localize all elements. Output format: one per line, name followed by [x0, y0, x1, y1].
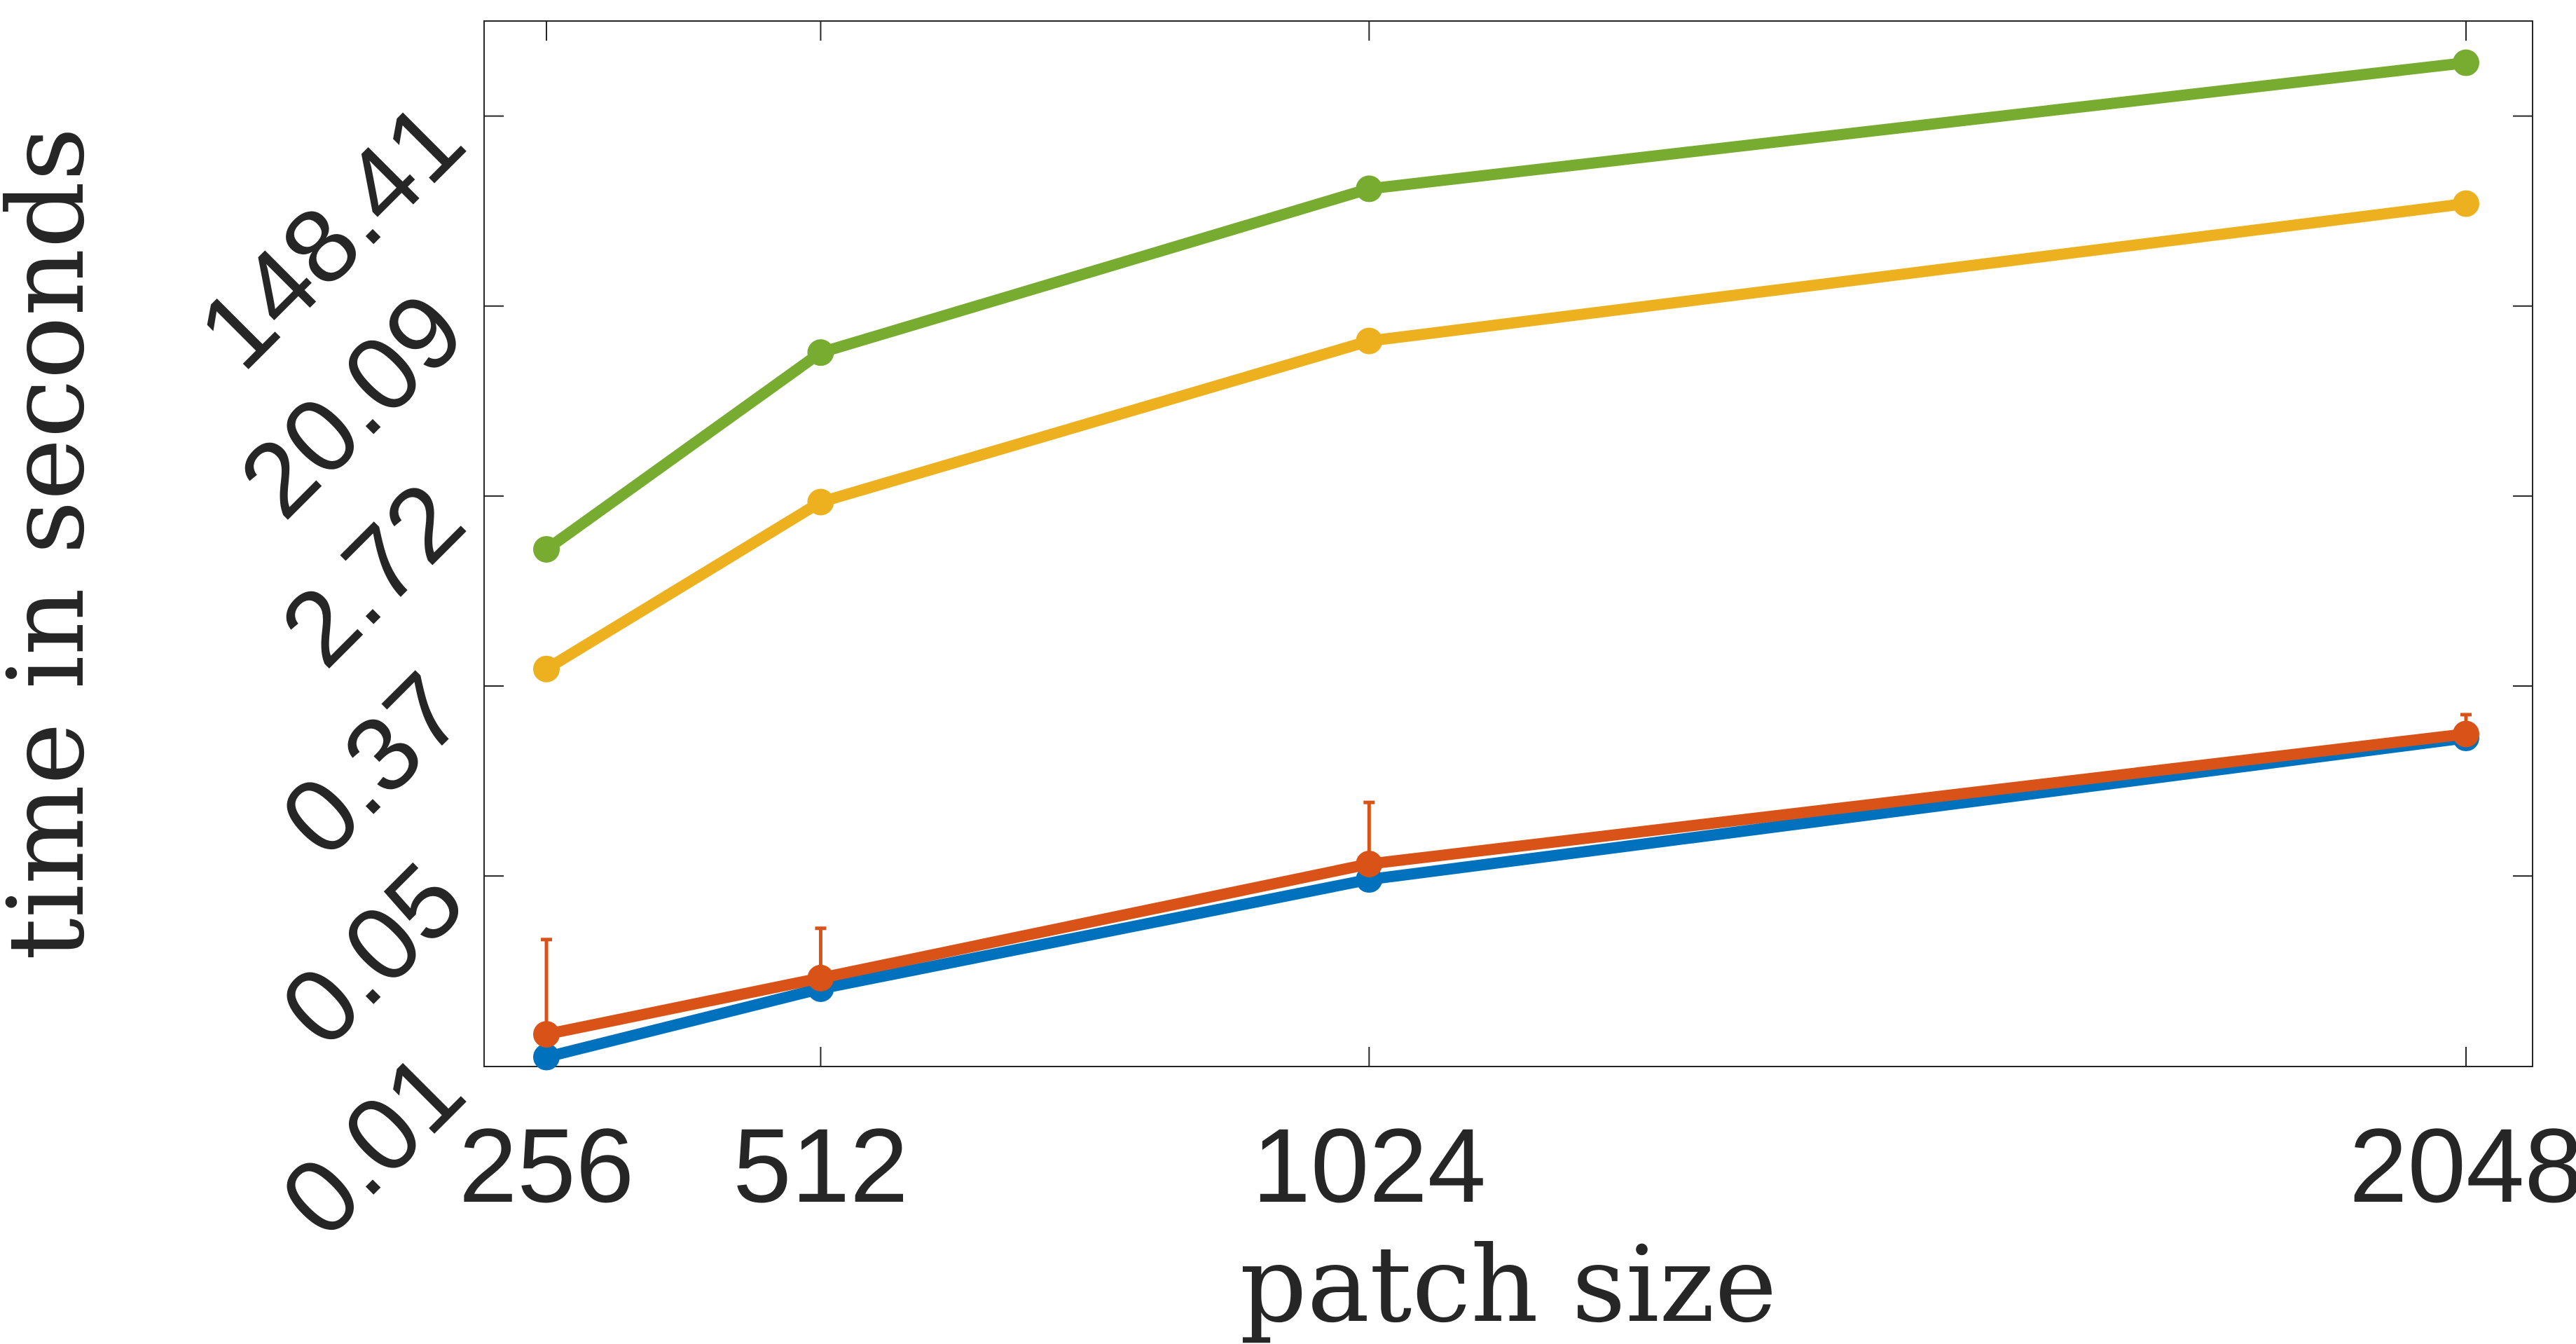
x-tick-label: 2048	[2349, 1106, 2576, 1224]
data-point	[2453, 49, 2479, 76]
x-axis-title: patch size	[1240, 1224, 1777, 1344]
y-tick-label: 0.37	[258, 650, 485, 878]
data-point	[533, 1043, 560, 1071]
data-point	[807, 964, 834, 992]
series-0	[533, 49, 2479, 563]
data-point	[1356, 175, 1383, 203]
series-3	[533, 713, 2479, 1048]
data-point	[807, 339, 834, 366]
plot-area	[483, 20, 2533, 1067]
data-point	[2453, 720, 2479, 748]
x-tick-label: 256	[459, 1106, 634, 1224]
series-line	[543, 57, 2467, 554]
series-line	[543, 198, 2467, 674]
data-point	[533, 655, 560, 683]
series-line	[545, 732, 2467, 1063]
x-tick-label: 1024	[1252, 1106, 1486, 1224]
x-tick-label: 512	[733, 1106, 908, 1224]
data-point	[2453, 190, 2479, 217]
series-1	[533, 190, 2479, 683]
series-layer	[533, 49, 2479, 1071]
y-tick-label: 0.01	[258, 1031, 485, 1259]
data-point	[1356, 850, 1383, 877]
y-axis-title: time in seconds	[0, 128, 108, 961]
series-line	[545, 728, 2467, 1040]
data-point	[1356, 327, 1383, 355]
y-tick-label: 0.05	[258, 840, 485, 1068]
data-point	[533, 535, 560, 563]
data-point	[807, 488, 834, 516]
data-point	[533, 1021, 560, 1048]
x-tick-labels: 256 512 1024 2048	[459, 1106, 2576, 1224]
